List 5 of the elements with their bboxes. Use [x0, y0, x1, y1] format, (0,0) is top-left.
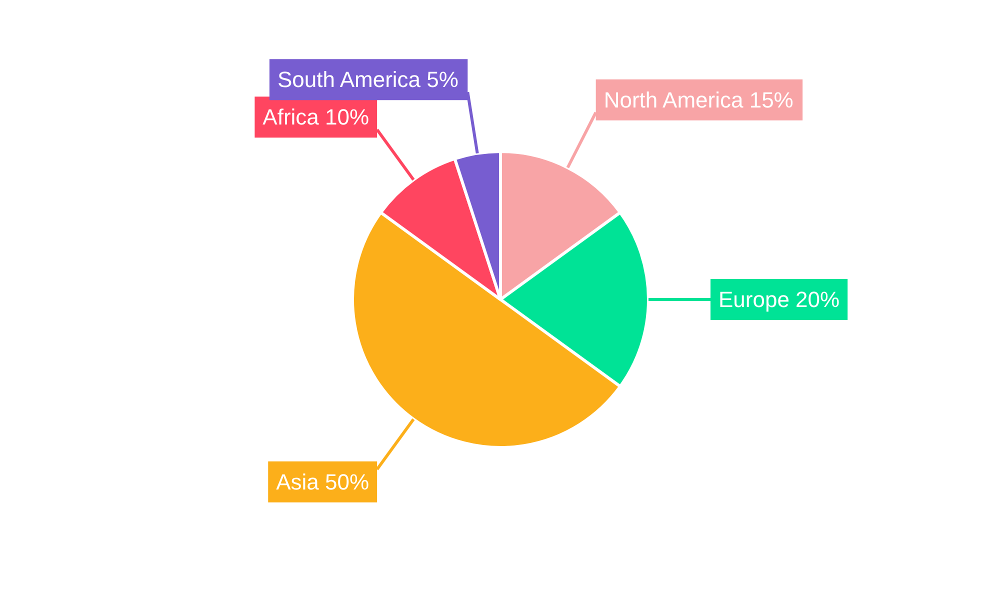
slice-label: North America 15%: [604, 87, 794, 112]
slice-label: South America 5%: [277, 67, 458, 92]
slice-label: Europe 20%: [718, 287, 840, 312]
slice-label: Asia 50%: [276, 469, 370, 494]
slice-label: Africa 10%: [262, 104, 370, 130]
